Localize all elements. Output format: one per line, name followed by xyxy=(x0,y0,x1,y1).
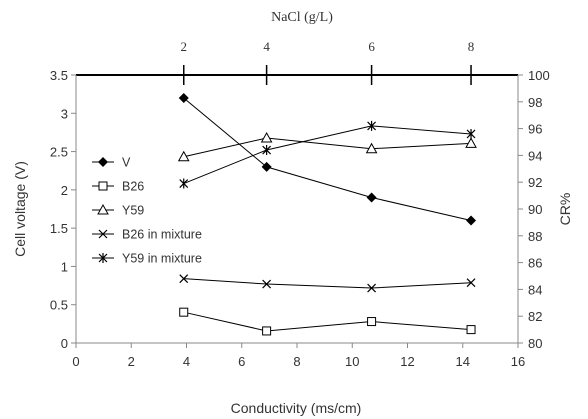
y-tick-label: 2.5 xyxy=(50,145,68,160)
y-tick-label: 0 xyxy=(61,336,68,351)
legend-marker xyxy=(98,253,108,263)
data-point-y59 xyxy=(260,131,273,143)
data-point-y59-in-mixture xyxy=(179,178,189,189)
data-point-b26 xyxy=(466,325,476,335)
y2-tick-label: 84 xyxy=(528,282,542,297)
x-tick-label: 6 xyxy=(238,354,245,369)
x2-tick-label: 8 xyxy=(468,39,475,54)
series-y59-in-mixture xyxy=(179,120,476,189)
y2-tick-label: 92 xyxy=(528,175,542,190)
legend-marker xyxy=(98,157,108,167)
legend-label: B26 in mixture xyxy=(122,228,202,242)
data-point-b26 xyxy=(262,326,272,336)
data-point-v xyxy=(466,215,477,226)
series-line-b26 xyxy=(183,311,472,332)
legend-marker xyxy=(97,203,109,215)
plot-area: 0 2 4 6 8 10 12 14 1600.511.522.533.580828486889… xyxy=(50,39,550,369)
x2-tick-label: 6 xyxy=(368,39,375,54)
data-point-b26 xyxy=(367,317,377,327)
legend-marker xyxy=(98,181,108,191)
data-point-y59-in-mixture xyxy=(262,145,272,156)
top-axis-title: NaCl (g/L) xyxy=(271,10,333,25)
x-tick-label: 0 xyxy=(72,354,79,369)
x-tick-label: 2 xyxy=(128,354,135,369)
y2-tick-label: 100 xyxy=(528,68,550,83)
legend-item-y59-in-mixture: Y59 in mixture xyxy=(92,252,202,266)
x-tick-label: 12 xyxy=(400,354,414,369)
legend-label: V xyxy=(122,156,131,170)
y-tick-label: 1.5 xyxy=(50,221,68,236)
y2-tick-label: 80 xyxy=(528,336,542,351)
data-point-v xyxy=(261,161,272,172)
data-point-v xyxy=(178,92,189,103)
x-axis-title: Conductivity (ms/cm) xyxy=(231,400,362,416)
legend-marker xyxy=(98,229,108,239)
legend-label: Y59 in mixture xyxy=(122,252,202,266)
x2-tick-label: 4 xyxy=(263,39,270,54)
y2-tick-label: 98 xyxy=(528,95,542,110)
data-point-v xyxy=(366,192,377,203)
y2-tick-label: 86 xyxy=(528,256,542,271)
y2-tick-label: 96 xyxy=(528,122,542,137)
series-y59 xyxy=(177,131,477,162)
x-tick-label: 10 xyxy=(345,354,359,369)
x-tick-label: 14 xyxy=(456,354,470,369)
series-v xyxy=(178,92,477,226)
legend-item-y59: Y59 xyxy=(92,204,144,218)
data-point-b26-in-mixture xyxy=(367,283,377,293)
legend-label: Y59 xyxy=(122,204,144,218)
data-point-y59 xyxy=(177,150,190,162)
y2-tick-label: 90 xyxy=(528,202,542,217)
series-b26-in-mixture xyxy=(179,274,476,293)
y-tick-label: 2 xyxy=(61,183,68,198)
data-point-y59 xyxy=(365,142,378,154)
data-point-y59-in-mixture xyxy=(367,120,377,131)
y2-tick-label: 88 xyxy=(528,229,542,244)
y2-tick-label: 82 xyxy=(528,309,542,324)
data-point-b26-in-mixture xyxy=(179,274,189,284)
x-tick-label: 8 xyxy=(293,354,300,369)
data-point-b26-in-mixture xyxy=(262,279,272,289)
y2-tick-label: 94 xyxy=(528,148,542,163)
data-point-y59-in-mixture xyxy=(466,128,476,139)
series-line-b26-in-mixture xyxy=(183,278,472,289)
y-tick-label: 3 xyxy=(61,106,68,121)
legend-item-v: V xyxy=(92,156,131,170)
data-point-y59 xyxy=(465,137,477,148)
legend-item-b26: B26 xyxy=(92,180,144,194)
data-point-b26-in-mixture xyxy=(466,278,476,288)
series-line-y59-in-mixture xyxy=(183,125,472,185)
y-axis-title: Cell voltage (V) xyxy=(12,161,28,257)
x-tick-label: 4 xyxy=(183,354,190,369)
x-tick-label: 16 xyxy=(511,354,525,369)
y2-axis-title: CR% xyxy=(557,193,573,226)
x2-tick-label: 2 xyxy=(180,39,187,54)
y-tick-label: 3.5 xyxy=(50,68,68,83)
legend-item-b26-in-mixture: B26 in mixture xyxy=(92,228,202,242)
series-b26 xyxy=(179,307,476,336)
series-line-y59 xyxy=(183,137,472,158)
data-point-b26 xyxy=(179,307,189,317)
y-tick-label: 1 xyxy=(61,259,68,274)
y-tick-label: 0.5 xyxy=(50,298,68,313)
legend-label: B26 xyxy=(122,180,144,194)
series-line-v xyxy=(183,97,472,221)
